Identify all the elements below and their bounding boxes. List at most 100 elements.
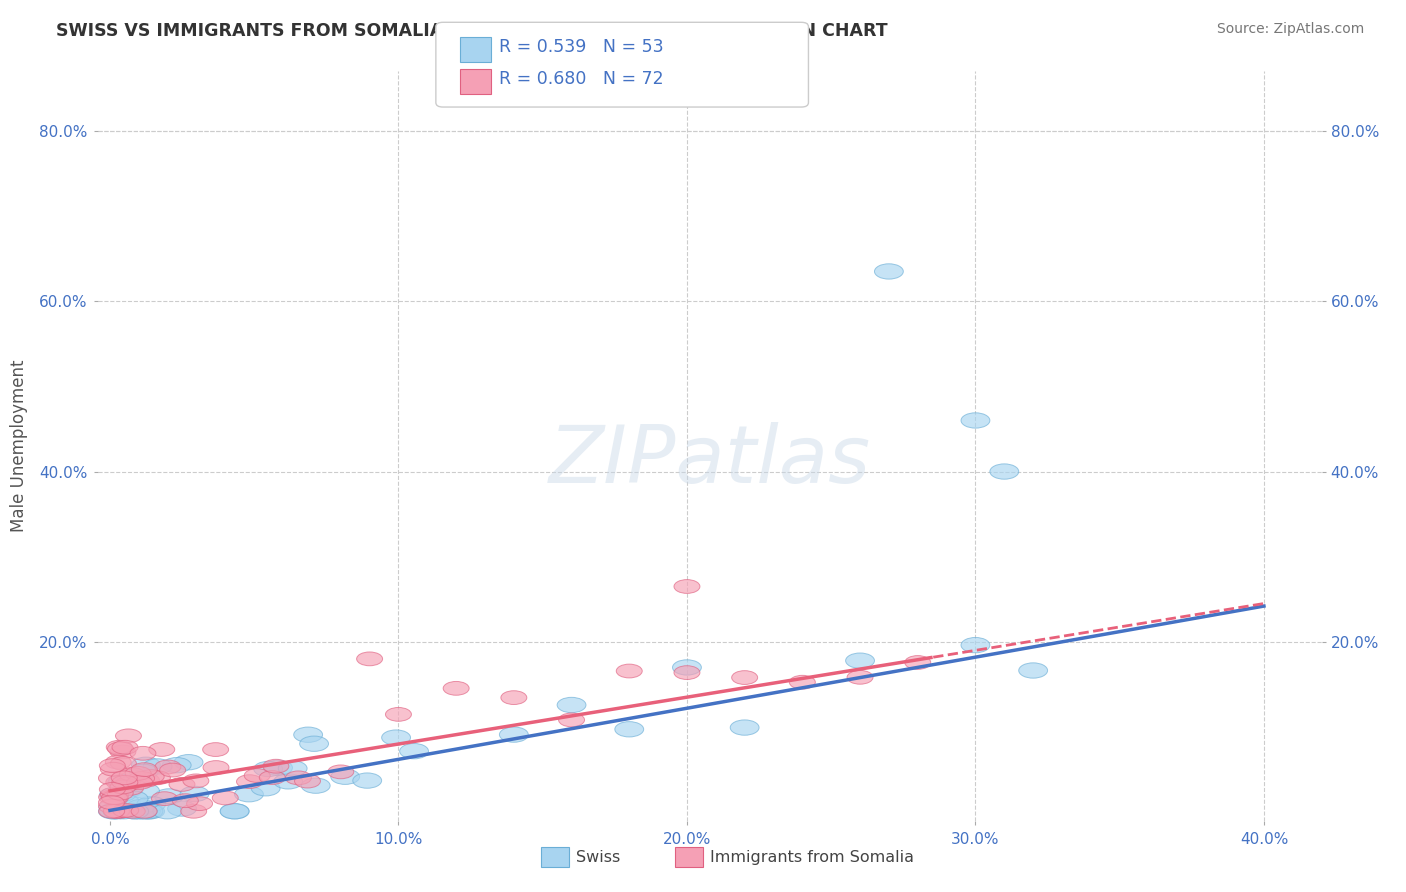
Ellipse shape bbox=[107, 786, 136, 802]
Ellipse shape bbox=[100, 804, 128, 819]
Ellipse shape bbox=[499, 727, 529, 742]
Ellipse shape bbox=[962, 638, 990, 653]
Ellipse shape bbox=[110, 780, 136, 794]
Ellipse shape bbox=[107, 742, 134, 756]
Ellipse shape bbox=[98, 790, 125, 804]
Ellipse shape bbox=[104, 805, 129, 818]
Ellipse shape bbox=[673, 665, 700, 680]
Ellipse shape bbox=[1019, 663, 1047, 678]
Ellipse shape bbox=[120, 804, 149, 819]
Ellipse shape bbox=[120, 805, 145, 818]
Ellipse shape bbox=[731, 671, 758, 684]
Text: Source: ZipAtlas.com: Source: ZipAtlas.com bbox=[1216, 22, 1364, 37]
Ellipse shape bbox=[136, 804, 165, 819]
Ellipse shape bbox=[103, 789, 128, 802]
Ellipse shape bbox=[118, 781, 143, 795]
Ellipse shape bbox=[145, 771, 170, 785]
Ellipse shape bbox=[134, 804, 163, 819]
Ellipse shape bbox=[120, 768, 145, 781]
Ellipse shape bbox=[129, 747, 156, 760]
Ellipse shape bbox=[128, 772, 155, 785]
Ellipse shape bbox=[301, 778, 330, 793]
Ellipse shape bbox=[111, 771, 138, 785]
Ellipse shape bbox=[129, 764, 157, 780]
Ellipse shape bbox=[107, 805, 134, 818]
Ellipse shape bbox=[98, 796, 124, 809]
Ellipse shape bbox=[107, 740, 132, 754]
Ellipse shape bbox=[138, 770, 165, 783]
Ellipse shape bbox=[98, 772, 124, 785]
Ellipse shape bbox=[236, 775, 263, 789]
Ellipse shape bbox=[152, 792, 177, 805]
Ellipse shape bbox=[128, 804, 157, 819]
Ellipse shape bbox=[118, 776, 145, 789]
Ellipse shape bbox=[221, 804, 249, 819]
Ellipse shape bbox=[221, 804, 249, 819]
Ellipse shape bbox=[443, 681, 470, 695]
Ellipse shape bbox=[98, 804, 128, 819]
Ellipse shape bbox=[111, 756, 136, 771]
Ellipse shape bbox=[672, 660, 702, 675]
Ellipse shape bbox=[160, 764, 186, 777]
Ellipse shape bbox=[174, 755, 202, 770]
Ellipse shape bbox=[235, 787, 263, 802]
Ellipse shape bbox=[98, 799, 128, 814]
Ellipse shape bbox=[105, 775, 132, 789]
Ellipse shape bbox=[111, 796, 141, 811]
Ellipse shape bbox=[120, 791, 148, 806]
Ellipse shape bbox=[212, 791, 238, 805]
Ellipse shape bbox=[134, 773, 159, 787]
Ellipse shape bbox=[105, 756, 131, 769]
Ellipse shape bbox=[100, 782, 125, 797]
Ellipse shape bbox=[132, 757, 160, 772]
Text: R = 0.680   N = 72: R = 0.680 N = 72 bbox=[499, 70, 664, 88]
Ellipse shape bbox=[112, 804, 139, 817]
Ellipse shape bbox=[616, 665, 643, 678]
Ellipse shape bbox=[730, 720, 759, 735]
Ellipse shape bbox=[169, 778, 195, 791]
Ellipse shape bbox=[155, 789, 183, 804]
Ellipse shape bbox=[103, 791, 128, 805]
Ellipse shape bbox=[132, 804, 160, 819]
Ellipse shape bbox=[294, 727, 322, 742]
Ellipse shape bbox=[173, 794, 198, 807]
Ellipse shape bbox=[143, 759, 172, 774]
Ellipse shape bbox=[108, 774, 136, 789]
Ellipse shape bbox=[875, 264, 903, 279]
Ellipse shape bbox=[162, 757, 191, 772]
Ellipse shape bbox=[121, 804, 149, 819]
Ellipse shape bbox=[155, 760, 181, 774]
Text: ZIPatlas: ZIPatlas bbox=[548, 422, 872, 500]
Ellipse shape bbox=[114, 782, 142, 797]
Ellipse shape bbox=[110, 804, 138, 819]
Ellipse shape bbox=[990, 464, 1019, 479]
Ellipse shape bbox=[115, 777, 141, 790]
Ellipse shape bbox=[353, 773, 381, 789]
Ellipse shape bbox=[278, 761, 307, 776]
Ellipse shape bbox=[846, 671, 873, 684]
Ellipse shape bbox=[259, 771, 285, 784]
Ellipse shape bbox=[357, 652, 382, 665]
Ellipse shape bbox=[501, 690, 527, 705]
Ellipse shape bbox=[101, 790, 128, 805]
Ellipse shape bbox=[263, 759, 288, 773]
Text: Immigrants from Somalia: Immigrants from Somalia bbox=[710, 850, 914, 864]
Ellipse shape bbox=[614, 722, 644, 737]
Ellipse shape bbox=[557, 698, 586, 713]
Ellipse shape bbox=[115, 729, 142, 743]
Ellipse shape bbox=[125, 804, 155, 819]
Ellipse shape bbox=[381, 730, 411, 745]
Ellipse shape bbox=[202, 761, 229, 774]
Ellipse shape bbox=[100, 763, 127, 776]
Ellipse shape bbox=[181, 805, 207, 818]
Ellipse shape bbox=[330, 769, 360, 784]
Ellipse shape bbox=[673, 580, 700, 593]
Ellipse shape bbox=[183, 774, 209, 788]
Ellipse shape bbox=[253, 762, 283, 777]
Text: SWISS VS IMMIGRANTS FROM SOMALIA MALE UNEMPLOYMENT CORRELATION CHART: SWISS VS IMMIGRANTS FROM SOMALIA MALE UN… bbox=[56, 22, 887, 40]
Ellipse shape bbox=[127, 799, 156, 814]
Ellipse shape bbox=[285, 771, 311, 785]
Ellipse shape bbox=[245, 769, 270, 782]
Text: Swiss: Swiss bbox=[576, 850, 620, 864]
Ellipse shape bbox=[131, 763, 157, 777]
